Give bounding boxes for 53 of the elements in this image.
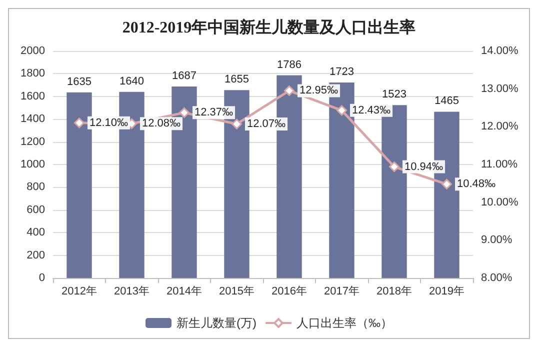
y-tick-label: 1200 <box>20 136 45 148</box>
data-label: 12.10‰ <box>90 116 128 129</box>
data-label: 10.94‰ <box>404 160 444 173</box>
data-label: 12.07‰ <box>247 118 286 130</box>
y-tick-label: 1600 <box>20 90 45 102</box>
x-tick-label: 2017年 <box>324 286 360 298</box>
y-tick-label: 1800 <box>20 68 45 80</box>
point <box>442 178 452 190</box>
x-tick-label: 2013年 <box>114 286 150 298</box>
data-label: 1655 <box>224 74 249 86</box>
x-tick-label: 2012年 <box>62 286 97 298</box>
data-label: 1635 <box>67 76 92 88</box>
y2-tick-label: 9.00% <box>481 234 512 246</box>
legend-label: 新生儿数量(万) <box>176 316 257 330</box>
y2-tick-label: 13.00% <box>481 82 519 95</box>
point <box>179 107 190 118</box>
y-tick-label: 400 <box>26 226 45 239</box>
point <box>74 118 84 128</box>
data-label: 1523 <box>382 88 406 101</box>
data-label: 1723 <box>330 66 354 78</box>
x-tick-label: 2016年 <box>272 286 307 298</box>
y-tick-label: 2000 <box>20 45 45 57</box>
chart-title: 2012-2019年中国新生儿数量及人口出生率 <box>122 18 416 36</box>
x-tick-label: 2018年 <box>376 286 412 298</box>
y-tick-label: 1000 <box>20 158 45 170</box>
data-label: 1786 <box>277 58 302 71</box>
y2-tick-label: 12.00% <box>481 120 519 133</box>
x-tick-label: 2014年 <box>166 286 202 298</box>
data-label: 1687 <box>172 70 196 82</box>
point <box>389 162 400 172</box>
legend-label: 人口出生率（‰） <box>296 316 392 330</box>
y-tick-label: 0 <box>38 272 45 284</box>
y-tick-label: 200 <box>26 249 45 262</box>
y2-tick-label: 8.00% <box>481 272 512 284</box>
y2-tick-label: 14.00% <box>481 45 519 57</box>
y-tick-label: 600 <box>26 204 45 216</box>
data-label: 12.95‰ <box>300 84 338 97</box>
data-label: 10.48‰ <box>457 178 496 190</box>
x-tick-label: 2019年 <box>429 286 464 298</box>
x-tick-label: 2015年 <box>219 286 254 298</box>
y2-tick-label: 11.00% <box>481 158 518 170</box>
data-label: 1640 <box>120 75 144 88</box>
point <box>284 85 294 96</box>
data-label: 1465 <box>434 95 459 108</box>
y-tick-label: 1400 <box>20 113 45 126</box>
bar <box>66 92 92 278</box>
y-tick-label: 800 <box>26 181 45 194</box>
data-label: 12.37‰ <box>194 106 234 119</box>
point <box>232 118 242 130</box>
data-label: 12.43‰ <box>352 104 391 116</box>
point <box>336 105 347 116</box>
y2-tick-label: 10.00% <box>481 196 519 208</box>
data-label: 12.08‰ <box>142 118 181 130</box>
